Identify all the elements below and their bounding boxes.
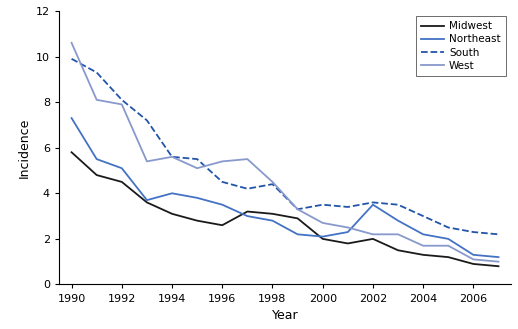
South: [169, 155, 175, 159]
West: [445, 244, 451, 248]
Northeast: [119, 166, 125, 170]
Northeast: [395, 219, 401, 223]
Midwest: [169, 212, 175, 216]
Midwest: [68, 150, 75, 154]
Midwest: [470, 262, 477, 266]
West: [495, 260, 501, 264]
South: [219, 180, 225, 184]
West: [119, 102, 125, 106]
Line: South: South: [71, 59, 498, 234]
South: [68, 57, 75, 61]
West: [219, 160, 225, 164]
South: [144, 118, 150, 122]
West: [68, 41, 75, 45]
Northeast: [194, 196, 200, 200]
South: [344, 205, 351, 209]
Line: Midwest: Midwest: [71, 152, 498, 266]
Midwest: [370, 237, 376, 241]
West: [420, 244, 426, 248]
Northeast: [144, 198, 150, 202]
Midwest: [344, 241, 351, 245]
South: [269, 182, 276, 186]
South: [244, 187, 251, 191]
Northeast: [169, 191, 175, 195]
Midwest: [495, 264, 501, 268]
Y-axis label: Incidence: Incidence: [17, 117, 31, 178]
Midwest: [244, 210, 251, 214]
West: [194, 166, 200, 170]
South: [395, 203, 401, 207]
Legend: Midwest, Northeast, South, West: Midwest, Northeast, South, West: [415, 16, 506, 76]
West: [144, 160, 150, 164]
South: [370, 200, 376, 204]
Northeast: [219, 203, 225, 207]
Midwest: [219, 223, 225, 227]
West: [94, 98, 100, 102]
South: [495, 232, 501, 236]
Northeast: [294, 232, 300, 236]
South: [470, 230, 477, 234]
Midwest: [119, 180, 125, 184]
West: [244, 157, 251, 161]
West: [370, 232, 376, 236]
Midwest: [194, 219, 200, 223]
West: [320, 221, 326, 225]
Northeast: [320, 235, 326, 239]
South: [294, 207, 300, 211]
South: [320, 203, 326, 207]
West: [269, 180, 276, 184]
Northeast: [68, 116, 75, 120]
Midwest: [94, 173, 100, 177]
Midwest: [445, 255, 451, 259]
Northeast: [269, 219, 276, 223]
Midwest: [144, 200, 150, 204]
Northeast: [344, 230, 351, 234]
Midwest: [395, 248, 401, 252]
Line: West: West: [71, 43, 498, 262]
West: [395, 232, 401, 236]
Northeast: [94, 157, 100, 161]
West: [169, 155, 175, 159]
Northeast: [445, 237, 451, 241]
Northeast: [495, 255, 501, 259]
South: [94, 70, 100, 74]
Northeast: [244, 214, 251, 218]
Northeast: [370, 203, 376, 207]
South: [119, 98, 125, 102]
Midwest: [294, 216, 300, 220]
South: [194, 157, 200, 161]
Midwest: [269, 212, 276, 216]
Line: Northeast: Northeast: [71, 118, 498, 257]
West: [344, 225, 351, 229]
X-axis label: Year: Year: [272, 309, 298, 322]
South: [445, 225, 451, 229]
Northeast: [470, 253, 477, 257]
South: [420, 214, 426, 218]
Midwest: [420, 253, 426, 257]
Midwest: [320, 237, 326, 241]
West: [294, 207, 300, 211]
West: [470, 257, 477, 261]
Northeast: [420, 232, 426, 236]
